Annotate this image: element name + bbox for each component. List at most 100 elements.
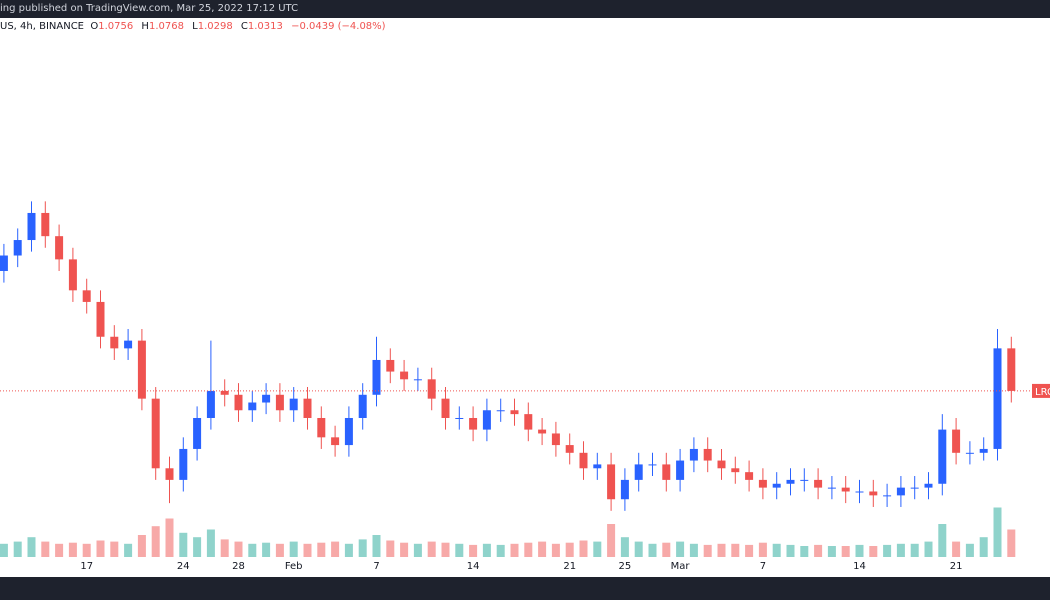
volume-bar — [275, 543, 284, 557]
candle-body — [303, 398, 312, 418]
volume-bar — [772, 543, 781, 557]
candle-body — [496, 410, 505, 412]
candle-body — [662, 464, 671, 480]
volume-bar — [717, 543, 726, 557]
candle-body — [0, 255, 8, 271]
volume-bar — [938, 524, 947, 557]
candle-body — [124, 340, 133, 349]
candle-body — [262, 394, 271, 403]
volume-bar — [731, 543, 740, 557]
volume-bar — [317, 542, 326, 557]
x-tick-label: 24 — [177, 561, 190, 572]
candle-body — [82, 290, 91, 302]
low-value: 1.0298 — [197, 21, 233, 32]
candle-body — [703, 448, 712, 461]
volume-bar — [965, 543, 974, 557]
candle-body — [786, 479, 795, 484]
volume-bar — [883, 544, 892, 557]
candle-body — [165, 468, 174, 480]
candle-body — [979, 448, 988, 453]
x-tick-label: 28 — [232, 561, 245, 572]
volume-bar — [869, 546, 878, 557]
candle-body — [924, 483, 933, 488]
x-tick-label: 21 — [563, 561, 576, 572]
high-value: 1.0768 — [148, 21, 184, 32]
volume-bar — [27, 537, 36, 557]
x-tick-label: 7 — [373, 561, 379, 572]
volume-bar — [344, 543, 353, 557]
volume-bar — [96, 540, 105, 557]
candle-body — [634, 464, 643, 480]
candle-body — [234, 394, 243, 411]
volume-bar — [248, 543, 257, 557]
candle-body — [137, 340, 146, 399]
candle-body — [938, 429, 947, 484]
candle-body — [13, 240, 22, 256]
volume-bar — [993, 507, 1002, 557]
volume-bar — [896, 543, 905, 557]
symbol: US, 4h, BINANCE — [0, 21, 84, 32]
volume-bar — [82, 543, 91, 557]
volume-bar — [579, 540, 588, 557]
candle-body — [896, 487, 905, 496]
volume-bar — [41, 541, 50, 557]
candle-body — [648, 464, 657, 466]
candle-body — [524, 414, 533, 430]
volume-bar — [413, 543, 422, 557]
volume-bar — [979, 537, 988, 557]
volume-bar — [151, 526, 160, 557]
candle-body — [965, 452, 974, 454]
candle-body — [96, 301, 105, 337]
open-label: O — [90, 21, 99, 32]
volume-bar — [689, 543, 698, 557]
volume-bar — [607, 524, 616, 557]
volume-bar — [482, 543, 491, 557]
candle-body — [510, 410, 519, 415]
candle-body — [206, 390, 215, 418]
candle-body — [151, 398, 160, 469]
volume-bar — [910, 543, 919, 557]
volume-bar — [565, 542, 574, 557]
volume-bar — [193, 537, 202, 557]
volume-bar — [303, 543, 312, 557]
volume-bar — [841, 546, 850, 557]
volume-bar — [800, 546, 809, 557]
volume-bar — [206, 529, 215, 557]
candle-body — [110, 336, 119, 349]
candle-body — [275, 394, 284, 411]
candle-body — [579, 452, 588, 469]
candle-body — [372, 359, 381, 395]
candle-body — [68, 259, 77, 291]
candle-body — [27, 212, 36, 241]
candle-body — [413, 379, 422, 381]
volume-bar — [289, 541, 298, 557]
candle-body — [538, 429, 547, 434]
volume-bar — [662, 542, 671, 557]
volume-bar — [455, 543, 464, 557]
candle-body — [745, 472, 754, 480]
volume-bar — [0, 543, 8, 557]
candle-body — [455, 417, 464, 419]
candle-body — [758, 479, 767, 488]
candle-body — [248, 402, 257, 411]
bottom-bar — [0, 577, 1050, 600]
volume-bar — [510, 543, 519, 557]
volume-bar — [441, 542, 450, 557]
volume-bar — [648, 543, 657, 557]
volume-bar — [758, 542, 767, 557]
candle-body — [551, 433, 560, 446]
volume-bar — [551, 543, 560, 557]
x-tick-label: 14 — [467, 561, 480, 572]
volume-bar — [924, 541, 933, 557]
close-label: C — [240, 21, 248, 32]
volume-bar — [55, 543, 64, 557]
volume-bar — [620, 537, 629, 557]
volume-bar — [496, 544, 505, 557]
candle-body — [800, 479, 809, 481]
candle-body — [179, 448, 188, 480]
candle-body — [193, 417, 202, 449]
candle-body — [869, 491, 878, 496]
candle-body — [565, 445, 574, 453]
candle-body — [676, 460, 685, 480]
published-note: ing published on TradingView.com, Mar 25… — [0, 3, 299, 14]
